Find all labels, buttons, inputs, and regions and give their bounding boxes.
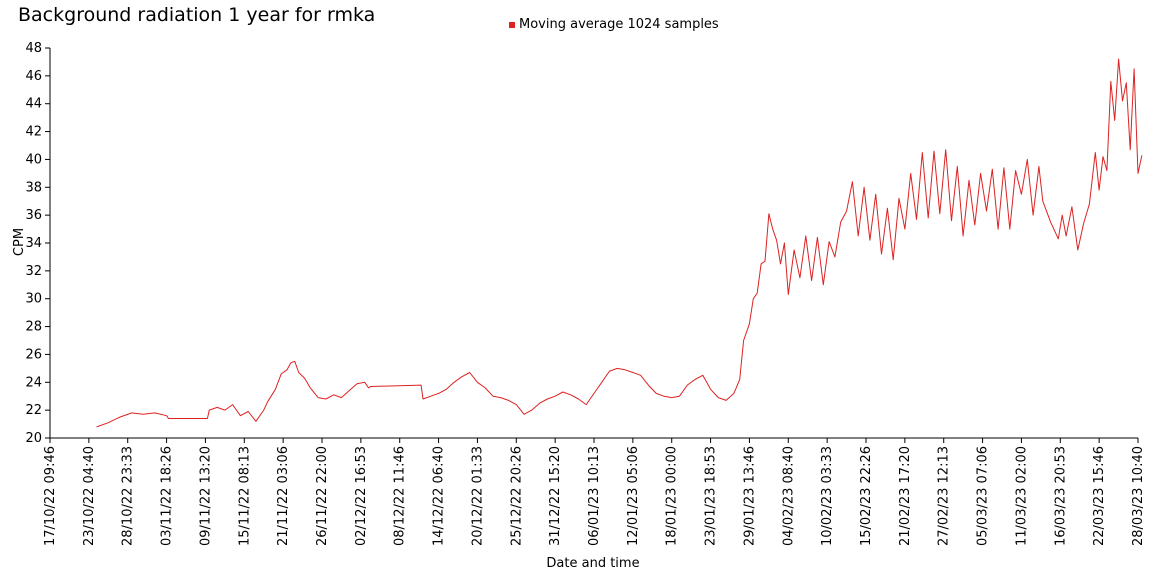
x-tick-label: 25/12/22 20:26 <box>509 446 524 546</box>
legend: Moving average 1024 samples <box>509 17 719 32</box>
x-axis-label: Date and time <box>546 556 639 571</box>
x-tick-label: 31/12/22 15:20 <box>548 446 563 546</box>
y-tick-label: 48 <box>25 41 42 56</box>
y-tick-label: 30 <box>25 292 42 307</box>
x-tick-label: 27/02/23 12:13 <box>937 446 952 546</box>
series-group <box>96 58 1143 428</box>
x-tick-label: 05/03/23 07:06 <box>976 446 991 546</box>
y-tick-label: 32 <box>25 264 42 279</box>
x-tick-label: 26/11/22 22:00 <box>315 446 330 546</box>
x-tick-label: 02/12/22 16:53 <box>354 446 369 546</box>
x-tick-label: 08/12/22 11:46 <box>393 446 408 546</box>
axes <box>49 48 1138 439</box>
x-tick-label: 03/11/22 18:26 <box>160 446 175 546</box>
y-tick-label: 40 <box>25 152 42 167</box>
y-tick-label: 24 <box>25 375 42 390</box>
x-tick-label: 15/11/22 08:13 <box>237 446 252 546</box>
y-tick-label: 34 <box>25 236 42 251</box>
x-tick-label: 10/02/23 03:33 <box>820 446 835 546</box>
x-tick-label: 18/01/23 00:00 <box>665 446 680 546</box>
x-tick-label: 04/02/23 08:40 <box>781 446 796 546</box>
y-axis-label: CPM <box>12 228 27 256</box>
y-tick-label: 26 <box>25 347 42 362</box>
y-tick-label: 44 <box>25 97 42 112</box>
x-tick-label: 23/01/23 18:53 <box>704 446 719 546</box>
legend-swatch <box>509 21 515 28</box>
x-axis-ticks: 17/10/22 09:46 23/10/22 04:40 28/10/22 23:… <box>43 438 1146 546</box>
y-tick-label: 28 <box>25 320 42 335</box>
series-line <box>96 58 1143 428</box>
x-tick-label: 20/12/22 01:33 <box>470 446 485 546</box>
x-tick-label: 29/01/23 13:46 <box>742 446 757 546</box>
x-tick-label: 09/11/22 13:20 <box>198 446 213 546</box>
x-tick-label: 23/10/22 04:40 <box>82 446 97 546</box>
y-tick-label: 38 <box>25 180 42 195</box>
y-tick-label: 42 <box>25 125 42 140</box>
chart-title: Background radiation 1 year for rmka <box>18 4 376 26</box>
x-tick-label: 16/03/23 20:53 <box>1053 446 1068 546</box>
x-tick-label: 21/11/22 03:06 <box>276 446 291 546</box>
x-tick-label: 06/01/23 10:13 <box>587 446 602 546</box>
x-tick-label: 17/10/22 09:46 <box>43 446 58 546</box>
x-tick-label: 28/03/23 10:40 <box>1131 446 1146 546</box>
legend-label: Moving average 1024 samples <box>519 17 719 32</box>
y-tick-label: 46 <box>25 69 42 84</box>
x-tick-label: 21/02/23 17:20 <box>898 446 913 546</box>
x-tick-label: 15/02/23 22:26 <box>859 446 874 546</box>
y-tick-label: 20 <box>25 431 42 446</box>
x-tick-label: 28/10/22 23:33 <box>121 446 136 546</box>
x-tick-label: 22/03/23 15:46 <box>1092 446 1107 546</box>
y-axis-ticks: 20 22 24 26 28 30 32 34 36 38 40 42 44 46 48 <box>25 41 50 446</box>
x-tick-label: 12/01/23 05:06 <box>626 446 641 546</box>
x-tick-label: 14/12/22 06:40 <box>432 446 447 546</box>
y-tick-label: 36 <box>25 208 42 223</box>
x-tick-label: 11/03/23 02:00 <box>1014 446 1029 546</box>
y-tick-label: 22 <box>25 403 42 418</box>
